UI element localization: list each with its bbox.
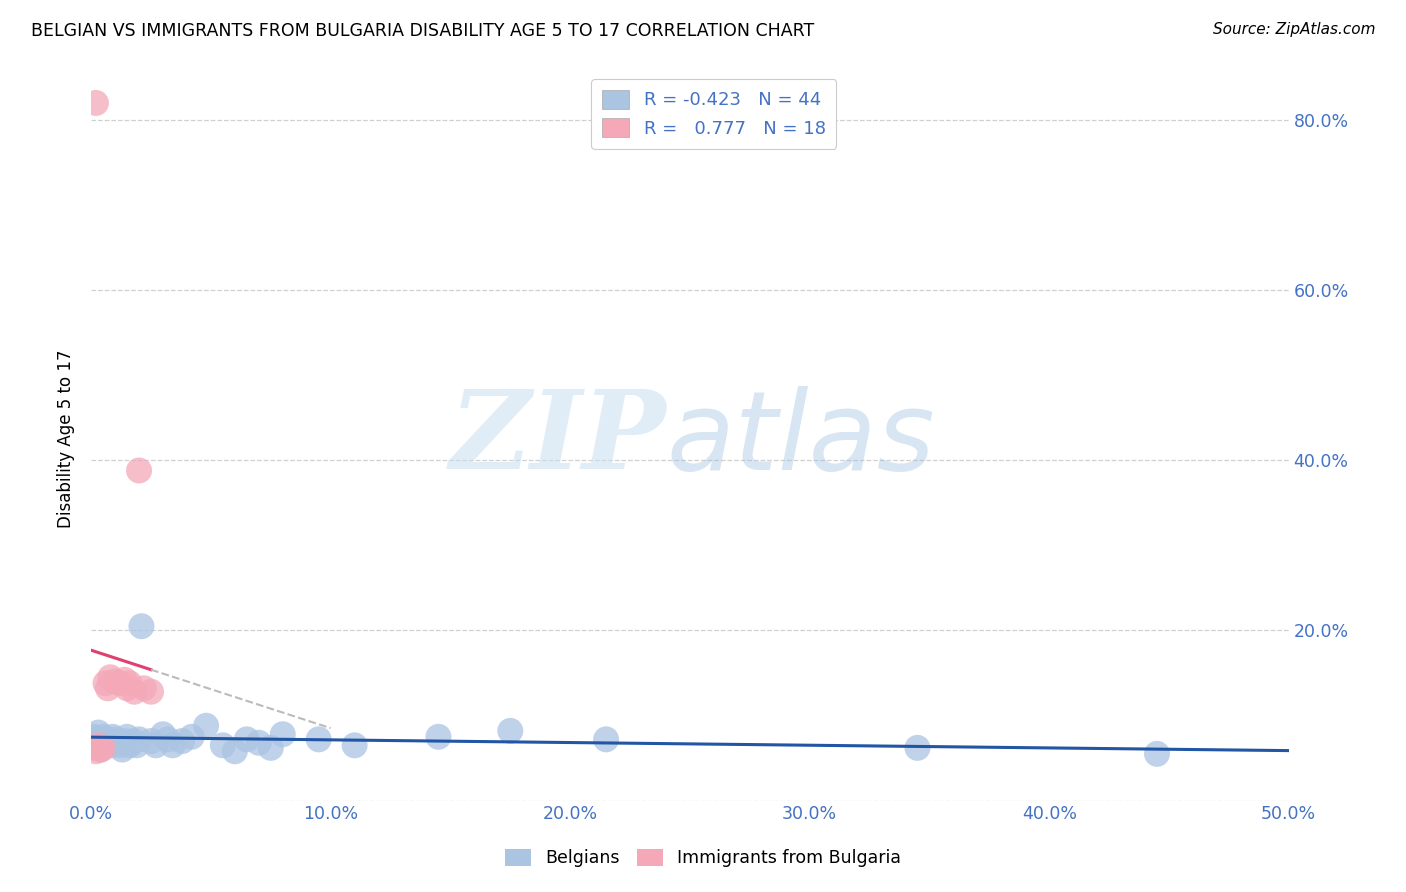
Point bbox=[94, 676, 117, 690]
Point bbox=[114, 734, 136, 748]
Point bbox=[224, 744, 246, 758]
Point bbox=[104, 732, 127, 747]
Point bbox=[111, 742, 134, 756]
Point bbox=[427, 730, 450, 744]
Point bbox=[91, 730, 114, 744]
Point bbox=[115, 681, 138, 696]
Point bbox=[114, 673, 136, 687]
Point bbox=[236, 732, 259, 747]
Point bbox=[98, 739, 121, 753]
Point bbox=[131, 619, 153, 633]
Point bbox=[308, 732, 330, 747]
Point bbox=[499, 723, 522, 738]
Point bbox=[195, 719, 218, 733]
Point bbox=[128, 732, 150, 747]
Point bbox=[122, 684, 145, 698]
Y-axis label: Disability Age 5 to 17: Disability Age 5 to 17 bbox=[58, 350, 75, 528]
Point bbox=[90, 742, 112, 756]
Point bbox=[91, 736, 114, 750]
Point bbox=[247, 736, 270, 750]
Point bbox=[132, 681, 155, 696]
Point bbox=[128, 463, 150, 477]
Point bbox=[107, 736, 129, 750]
Point bbox=[156, 732, 179, 747]
Point bbox=[118, 676, 141, 690]
Point bbox=[108, 676, 131, 690]
Point bbox=[87, 725, 110, 739]
Point bbox=[162, 739, 184, 753]
Text: BELGIAN VS IMMIGRANTS FROM BULGARIA DISABILITY AGE 5 TO 17 CORRELATION CHART: BELGIAN VS IMMIGRANTS FROM BULGARIA DISA… bbox=[31, 22, 814, 40]
Point bbox=[212, 739, 235, 753]
Point bbox=[87, 736, 110, 750]
Point bbox=[104, 674, 127, 689]
Point bbox=[84, 732, 107, 747]
Text: atlas: atlas bbox=[666, 385, 935, 492]
Legend: Belgians, Immigrants from Bulgaria: Belgians, Immigrants from Bulgaria bbox=[498, 842, 908, 874]
Point bbox=[907, 740, 929, 755]
Point bbox=[122, 734, 145, 748]
Point bbox=[84, 95, 107, 110]
Point bbox=[271, 727, 294, 741]
Point bbox=[98, 670, 121, 684]
Point bbox=[595, 732, 617, 747]
Point bbox=[152, 727, 174, 741]
Point bbox=[83, 740, 105, 755]
Point bbox=[97, 681, 120, 696]
Point bbox=[343, 739, 366, 753]
Point bbox=[139, 734, 162, 748]
Legend: R = -0.423   N = 44, R =   0.777   N = 18: R = -0.423 N = 44, R = 0.777 N = 18 bbox=[592, 79, 837, 149]
Text: Source: ZipAtlas.com: Source: ZipAtlas.com bbox=[1212, 22, 1375, 37]
Point bbox=[87, 739, 110, 753]
Point bbox=[101, 730, 124, 744]
Point bbox=[145, 739, 167, 753]
Point bbox=[139, 684, 162, 698]
Point bbox=[97, 734, 120, 748]
Point bbox=[84, 744, 107, 758]
Point bbox=[91, 740, 114, 755]
Point bbox=[172, 734, 194, 748]
Point bbox=[260, 740, 283, 755]
Point bbox=[108, 739, 131, 753]
Point bbox=[180, 730, 202, 744]
Point bbox=[121, 736, 143, 750]
Point bbox=[90, 742, 112, 756]
Point bbox=[115, 730, 138, 744]
Point bbox=[1146, 747, 1168, 761]
Point bbox=[118, 739, 141, 753]
Text: ZIP: ZIP bbox=[450, 385, 666, 492]
Point bbox=[83, 730, 105, 744]
Point bbox=[94, 732, 117, 747]
Point bbox=[125, 739, 148, 753]
